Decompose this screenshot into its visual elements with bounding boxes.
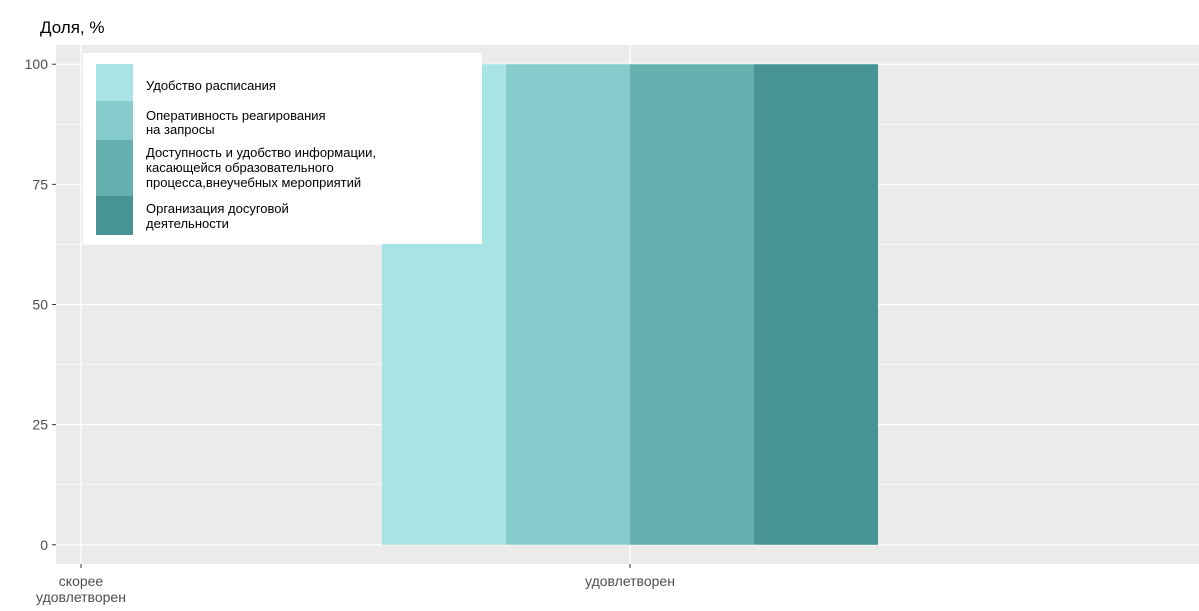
y-tick-label: 25 [32,417,48,433]
bar [754,64,878,545]
legend-label: касающейся образовательного [146,160,334,175]
legend-label: процесса,внеучебных мероприятий [146,175,361,190]
legend-key [96,64,133,101]
y-tick-label: 100 [25,56,49,72]
y-tick-label: 75 [32,176,48,192]
y-tick-label: 50 [32,297,48,313]
legend-label: Организация досуговой [146,201,289,216]
legend-key [96,196,133,235]
bar [506,64,630,545]
y-tick-label: 0 [40,537,48,553]
y-axis-title: Доля, % [40,18,104,37]
legend-label: Доступность и удобство информации, [146,145,376,160]
bar [630,64,754,545]
legend-key [96,101,133,140]
legend-label: Удобство расписания [146,78,276,93]
x-tick-label: скорее [59,573,104,589]
legend-label: на запросы [146,122,215,137]
legend: Удобство расписания Оперативность реагиро… [83,53,482,244]
legend-label: Оперативность реагирования [146,108,326,123]
x-tick-label: удовлетворен [585,573,675,589]
legend-label: деятельности [146,216,229,231]
x-tick-label: удовлетворен [36,589,126,605]
legend-key [96,140,133,196]
